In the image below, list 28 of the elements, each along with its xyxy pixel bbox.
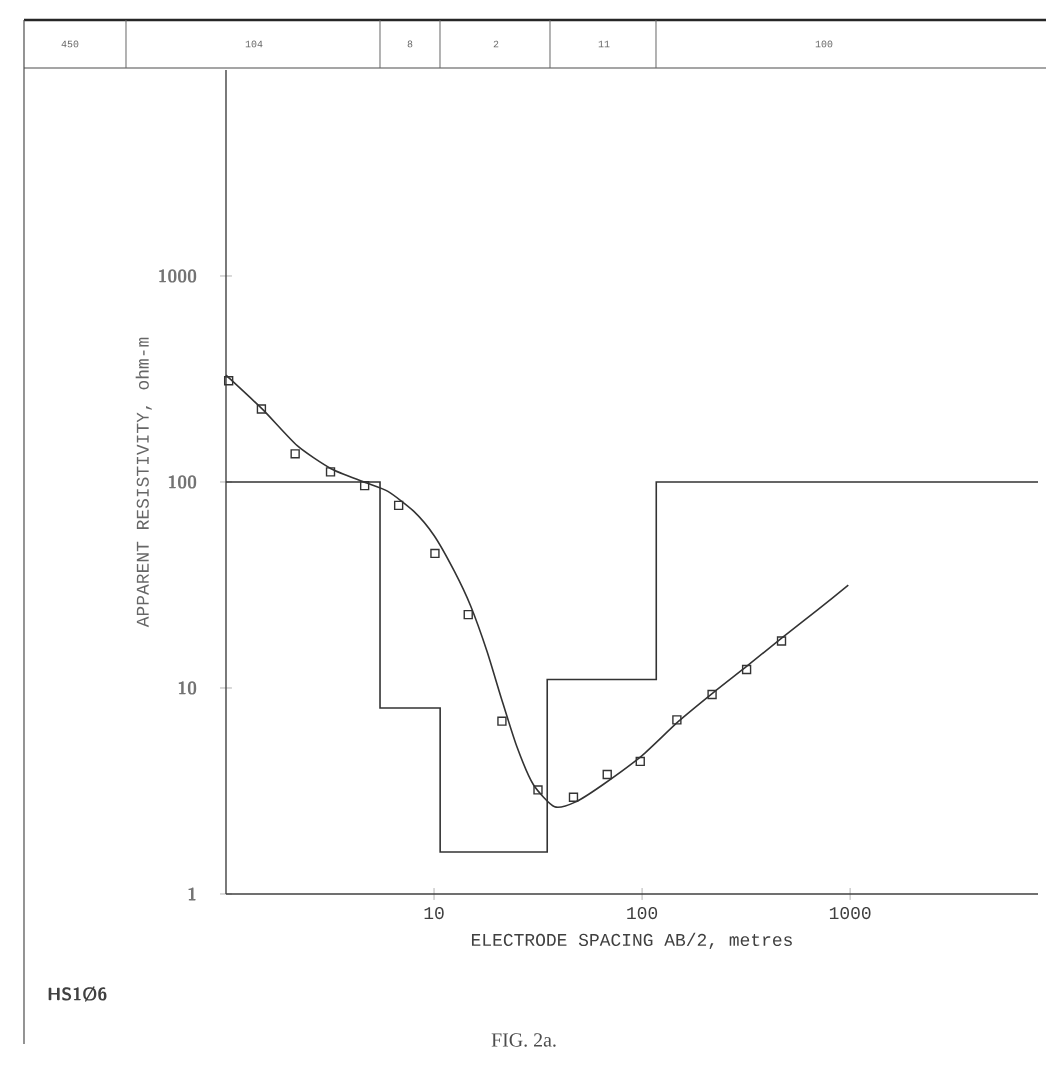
point — [430, 548, 440, 559]
point — [290, 449, 300, 459]
point — [568, 792, 579, 802]
point — [672, 715, 682, 725]
text: HS1Ø6 — [48, 986, 107, 1002]
x-tick-label: 1000 — [829, 906, 871, 920]
point — [393, 500, 404, 511]
point — [325, 467, 336, 477]
point — [602, 769, 612, 780]
point — [359, 480, 370, 491]
y-axis-title: APPARENT RESISTIVITY, ohm-m — [135, 337, 152, 628]
point — [256, 404, 267, 414]
y-tick-label: 100 — [168, 475, 197, 489]
point — [533, 785, 543, 795]
y-tick-label: 10 — [178, 681, 197, 695]
point — [463, 609, 473, 620]
point — [707, 689, 717, 700]
x-tick-label: 100 — [627, 906, 658, 920]
point — [635, 756, 645, 767]
point — [497, 716, 507, 726]
caption: FIG. 2a. — [491, 1033, 556, 1047]
x-tick-label: 10 — [424, 906, 444, 920]
point — [741, 664, 752, 675]
point — [223, 376, 234, 386]
y-tick-label: 1 — [188, 887, 196, 901]
x-axis-title: ELECTRODE SPACING AB/2, metres — [471, 932, 792, 950]
y-tick-label: 1000 — [158, 269, 197, 283]
point — [776, 636, 787, 646]
